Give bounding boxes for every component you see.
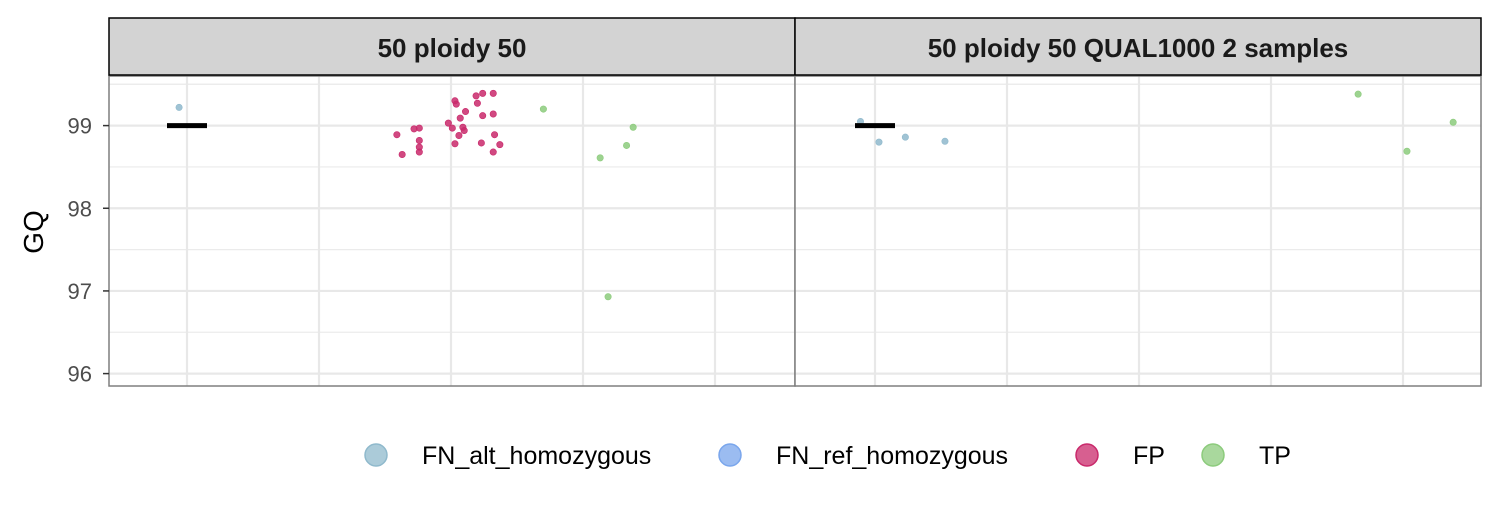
facet-strip	[794, 17, 1482, 76]
legend-key	[1201, 443, 1225, 467]
data-point-FP	[415, 148, 423, 156]
facet-title: 50 ploidy 50 QUAL1000 2 samples	[928, 33, 1349, 63]
data-point-FP	[491, 131, 499, 139]
data-point-FP	[462, 108, 470, 116]
data-point-FP	[393, 131, 401, 139]
data-point-TP	[1354, 90, 1362, 98]
data-point-FP	[489, 110, 497, 118]
legend-label: FP	[1133, 442, 1165, 470]
legend-item-FP: FP	[1075, 442, 1165, 470]
data-point-FP	[479, 112, 487, 120]
data-point-FP	[489, 148, 497, 156]
data-point-FP	[444, 119, 452, 127]
data-point-FP	[477, 139, 485, 147]
data-point-FP	[452, 100, 460, 108]
legend-key	[1075, 443, 1099, 467]
y-tick-label: 99	[68, 114, 92, 139]
panel-1: 50 ploidy 50	[108, 17, 796, 387]
legend-label: TP	[1259, 442, 1291, 470]
data-point-FP	[451, 140, 459, 148]
legend-item-FN_alt_homozygous: FN_alt_homozygous	[364, 442, 651, 470]
data-point-FP	[460, 127, 468, 135]
legend-item-FN_ref_homozygous: FN_ref_homozygous	[718, 442, 1008, 470]
data-point-FP	[448, 124, 456, 132]
legend-label: FN_ref_homozygous	[776, 442, 1008, 470]
data-point-TP	[629, 123, 637, 131]
data-point-TP	[596, 154, 604, 162]
data-point-FN_alt_homozygous	[901, 133, 909, 141]
legend-key	[364, 443, 388, 467]
data-point-TP	[604, 293, 612, 301]
data-point-FP	[479, 89, 487, 97]
data-point-TP	[1449, 118, 1457, 126]
data-point-FP	[398, 151, 406, 159]
legend: FN_alt_homozygous FN_ref_homozygous FP TP	[364, 442, 1291, 470]
data-point-FP	[456, 114, 464, 122]
data-point-FN_alt_homozygous	[175, 103, 183, 111]
panel-border	[794, 75, 1482, 387]
panel-2: 50 ploidy 50 QUAL1000 2 samples	[794, 17, 1482, 387]
legend-label: FN_alt_homozygous	[422, 442, 651, 470]
data-point-FP	[415, 124, 423, 132]
data-point-FP	[472, 92, 480, 100]
legend-key	[718, 443, 742, 467]
data-point-FP	[489, 89, 497, 97]
facet-title: 50 ploidy 50	[378, 33, 527, 63]
y-axis-title: GQ	[18, 210, 49, 254]
data-point-FP	[496, 141, 504, 149]
y-tick-label: 98	[68, 196, 92, 221]
y-tick-label: 97	[68, 279, 92, 304]
data-point-TP	[1403, 147, 1411, 155]
legend-item-TP: TP	[1201, 442, 1291, 470]
data-point-FN_alt_homozygous	[875, 138, 883, 146]
data-point-FP	[473, 99, 481, 107]
data-point-TP	[539, 105, 547, 113]
y-tick-label: 96	[68, 362, 92, 387]
data-point-FP	[415, 136, 423, 144]
data-point-TP	[623, 141, 631, 149]
data-point-FN_alt_homozygous	[941, 137, 949, 145]
data-point-FP	[455, 132, 463, 140]
